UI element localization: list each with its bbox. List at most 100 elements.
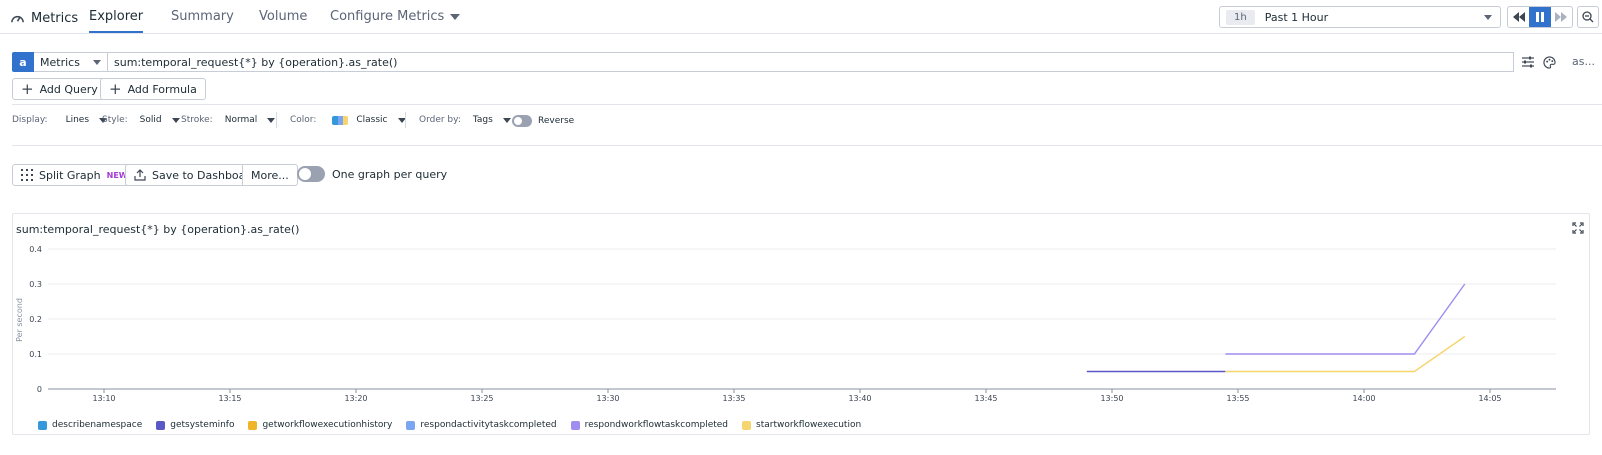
- brand-label: Metrics: [31, 10, 79, 26]
- stroke-value: Normal: [224, 115, 258, 125]
- add-query-label: Add Query: [39, 82, 98, 96]
- one-graph-toggle-switch[interactable]: [297, 166, 325, 182]
- legend-swatch: [156, 420, 166, 430]
- more-button[interactable]: More...: [242, 164, 298, 186]
- query-alias-button[interactable]: as...: [1572, 55, 1595, 68]
- order-by-label: Order by:: [419, 115, 461, 125]
- reverse-toggle[interactable]: Reverse: [512, 115, 574, 127]
- line-style-select[interactable]: Style: Solid: [102, 115, 180, 125]
- new-badge: NEW: [106, 170, 128, 180]
- rewind-icon: [1512, 12, 1525, 22]
- chevron-down-icon: [1484, 15, 1492, 20]
- tab-summary[interactable]: Summary: [171, 9, 234, 24]
- chevron-down-icon: [171, 117, 180, 123]
- zoom-out-button[interactable]: [1577, 6, 1599, 28]
- expand-graph-button[interactable]: [1572, 222, 1586, 236]
- chevron-down-icon: [93, 60, 101, 65]
- query-source-select[interactable]: Metrics: [34, 52, 108, 72]
- tab-volume[interactable]: Volume: [259, 9, 308, 24]
- gauge-icon: [11, 15, 24, 22]
- legend-item-respondworkflowtaskcompleted[interactable]: respondworkflowtaskcompleted: [570, 420, 729, 430]
- legend-item-getworkflowexecutionhistory[interactable]: getworkflowexecutionhistory: [248, 420, 392, 430]
- section-divider: [12, 145, 1602, 146]
- graph-title: sum:temporal_request{*} by {operation}.a…: [16, 223, 300, 236]
- legend-label: getworkflowexecutionhistory: [262, 420, 393, 430]
- rewind-button[interactable]: [1508, 7, 1529, 27]
- style-value: Solid: [139, 115, 162, 125]
- legend-item-respondactivitytaskcompleted[interactable]: respondactivitytaskcompleted: [406, 420, 557, 430]
- color-swatch-icon: [332, 115, 349, 125]
- legend-item-startworkflowexecution[interactable]: startworkflowexecution: [742, 420, 861, 430]
- top-navigation: Metrics Explorer Summary Volume Configur…: [0, 0, 1602, 34]
- reverse-toggle-switch[interactable]: [512, 115, 532, 127]
- color-label: Color:: [290, 115, 317, 125]
- chevron-down-icon: [99, 117, 108, 123]
- fast-forward-icon: [1555, 12, 1568, 22]
- tab-explorer[interactable]: Explorer: [89, 9, 144, 33]
- display-type-select[interactable]: Display: Lines: [12, 115, 108, 125]
- legend-item-describenamespace[interactable]: describenamespace: [38, 420, 142, 430]
- graph-panel: [12, 213, 1590, 435]
- options-separator: [405, 112, 406, 128]
- query-options-button[interactable]: [1520, 54, 1536, 70]
- save-to-dashboard-button[interactable]: Save to Dashboard: [125, 164, 266, 186]
- split-graph-button[interactable]: Split Graph NEW: [12, 164, 137, 186]
- add-formula-button[interactable]: + Add Formula: [100, 78, 206, 100]
- expand-icon: [1572, 222, 1584, 234]
- legend-swatch: [742, 420, 752, 430]
- fast-forward-button[interactable]: [1551, 7, 1572, 27]
- legend-label: respondworkflowtaskcompleted: [584, 420, 729, 430]
- time-range-label: Past 1 Hour: [1264, 10, 1329, 24]
- chevron-down-icon: [502, 117, 511, 123]
- legend-swatch: [570, 420, 580, 430]
- chevron-down-icon: [397, 117, 406, 123]
- display-value: Lines: [65, 115, 90, 125]
- pause-icon: [1535, 12, 1544, 22]
- plus-icon: +: [109, 79, 122, 98]
- tab-configure-metrics-label: Configure Metrics: [330, 9, 445, 24]
- split-graph-icon: [21, 169, 33, 181]
- legend-label: getsysteminfo: [170, 420, 235, 430]
- sliders-icon: [1522, 56, 1534, 68]
- zoom-out-icon: [1582, 11, 1594, 23]
- export-icon: [134, 169, 146, 181]
- time-range-picker[interactable]: 1h Past 1 Hour: [1219, 6, 1501, 28]
- stroke-select[interactable]: Stroke: Normal: [181, 115, 276, 125]
- order-by-value: Tags: [472, 115, 493, 125]
- palette-icon: [1542, 55, 1556, 69]
- legend-swatch: [406, 420, 416, 430]
- add-formula-label: Add Formula: [127, 82, 197, 96]
- chevron-down-icon: [450, 13, 461, 20]
- query-style-button[interactable]: [1541, 54, 1557, 70]
- display-label: Display:: [12, 115, 48, 125]
- plus-icon: +: [21, 79, 34, 98]
- legend-swatch: [248, 420, 258, 430]
- one-graph-per-query-toggle[interactable]: One graph per query: [297, 166, 447, 182]
- legend-label: startworkflowexecution: [756, 420, 862, 430]
- legend-label: describenamespace: [52, 420, 143, 430]
- save-to-dashboard-label: Save to Dashboard: [152, 168, 257, 182]
- query-expression-input[interactable]: sum:temporal_request{*} by {operation}.a…: [108, 52, 1514, 72]
- time-range-badge: 1h: [1226, 9, 1255, 25]
- color-value: Classic: [356, 115, 388, 125]
- chart-legend: describenamespace getsysteminfo getworkflo…: [38, 420, 861, 430]
- legend-swatch: [38, 420, 47, 430]
- section-divider: [12, 104, 1602, 105]
- order-by-select[interactable]: Order by: Tags: [419, 115, 511, 125]
- options-separator: [276, 112, 277, 128]
- chevron-down-icon: [267, 117, 276, 123]
- playback-controls: [1507, 6, 1573, 28]
- query-source-label: Metrics: [40, 55, 80, 69]
- color-palette-select[interactable]: Color: Classic: [290, 115, 406, 125]
- style-label: Style:: [102, 115, 128, 125]
- tab-configure-metrics[interactable]: Configure Metrics: [330, 9, 461, 33]
- stroke-label: Stroke:: [181, 115, 213, 125]
- split-graph-label: Split Graph: [39, 168, 101, 182]
- pause-button[interactable]: [1529, 7, 1551, 27]
- add-query-button[interactable]: + Add Query: [12, 78, 107, 100]
- legend-item-getsysteminfo[interactable]: getsysteminfo: [156, 420, 234, 430]
- metrics-brand[interactable]: Metrics: [10, 9, 78, 27]
- query-letter-badge[interactable]: a: [12, 52, 34, 72]
- one-graph-label: One graph per query: [332, 167, 448, 181]
- legend-label: respondactivitytaskcompleted: [420, 420, 557, 430]
